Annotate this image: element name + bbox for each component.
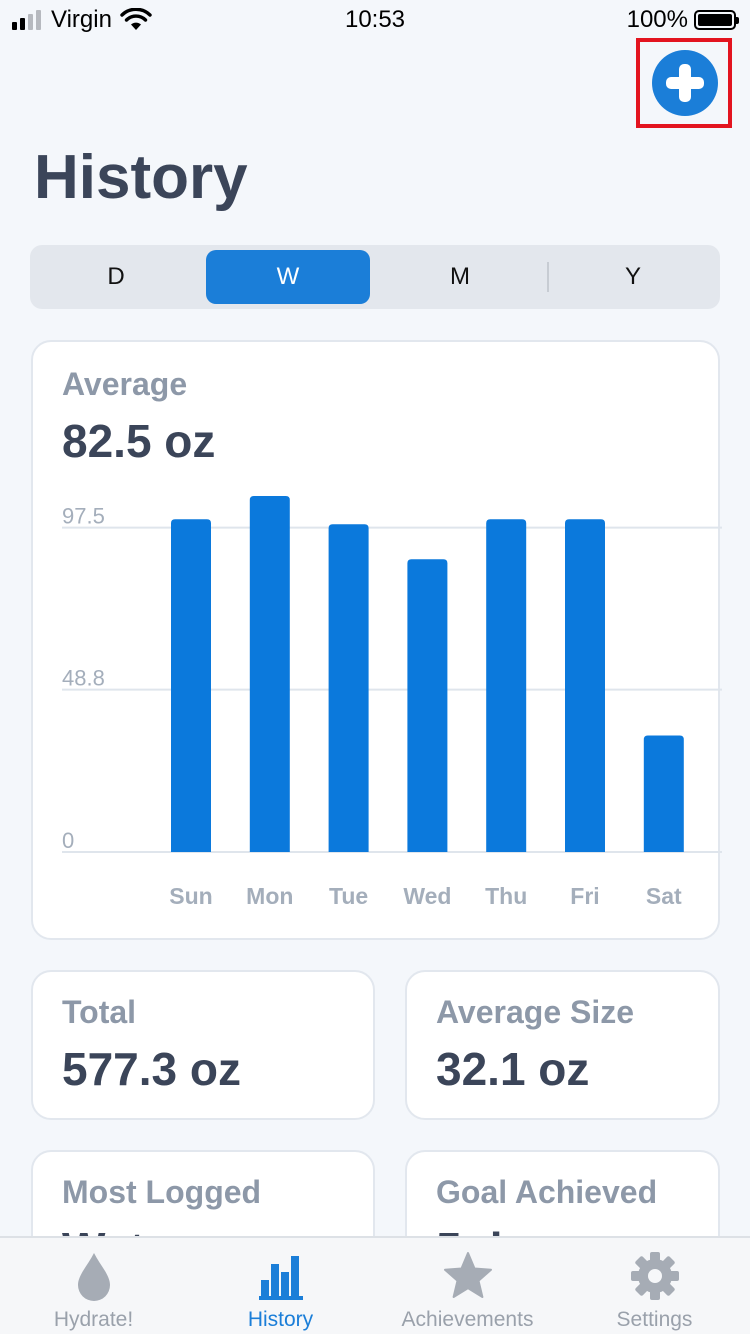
x-tick-label: Thu [485, 883, 527, 909]
average-value: 82.5 oz [62, 415, 216, 467]
goal-achieved-label: Goal Achieved [436, 1174, 658, 1210]
x-tick-label: Sun [169, 883, 212, 909]
segment-day[interactable]: D [107, 263, 125, 290]
total-card: Total 577.3 oz [31, 970, 375, 1120]
segment-divider [547, 262, 549, 292]
average-size-label: Average Size [436, 994, 635, 1030]
bar-sun [171, 519, 211, 852]
segment-week[interactable]: W [206, 250, 370, 304]
add-button-highlight [636, 38, 732, 128]
bar-fri [565, 519, 605, 852]
x-tick-label: Tue [329, 883, 368, 909]
tab-settings[interactable]: Settings [561, 1238, 748, 1334]
tab-history[interactable]: History [187, 1238, 374, 1334]
water-drop-icon [77, 1253, 110, 1301]
y-tick-label: 0 [62, 828, 74, 853]
page-title: History [34, 143, 248, 212]
total-label: Total [62, 994, 137, 1030]
add-drink-button[interactable] [652, 50, 718, 116]
signal-icon [12, 10, 41, 30]
y-tick-label: 48.8 [62, 666, 105, 691]
segment-year[interactable]: Y [624, 263, 641, 290]
bar-thu [486, 519, 527, 852]
tab-bar: Hydrate! History Achievements [0, 1236, 750, 1334]
wifi-icon [120, 8, 152, 30]
y-tick-label: 97.5 [62, 504, 105, 529]
bar-tue [328, 524, 369, 852]
average-size-card: Average Size 32.1 oz [405, 970, 720, 1120]
tab-achievements-label: Achievements [401, 1308, 534, 1331]
bar-mon [249, 496, 290, 852]
x-tick-label: Fri [570, 883, 599, 909]
total-value: 577.3 oz [62, 1043, 241, 1095]
bar-chart-icon [258, 1256, 303, 1300]
clock: 10:53 [344, 6, 406, 33]
battery-icon [694, 10, 739, 30]
battery-percent: 100% [626, 6, 688, 33]
weekly-bar-chart: 97.5 48.8 0 Sun Mon Tue Wed Thu Fri Sat [62, 496, 722, 909]
bar-wed [407, 559, 448, 852]
carrier-label: Virgin [51, 6, 112, 33]
star-icon [443, 1252, 492, 1298]
average-label: Average [62, 366, 188, 402]
gear-icon [630, 1252, 679, 1300]
tab-hydrate-label: Hydrate! [53, 1308, 134, 1331]
period-segmented-control: D W M Y [30, 245, 720, 309]
bar-sat [643, 735, 684, 852]
tab-hydrate[interactable]: Hydrate! [0, 1238, 187, 1334]
x-tick-label: Mon [246, 883, 293, 909]
x-tick-label: Wed [403, 883, 451, 909]
most-logged-label: Most Logged [62, 1174, 262, 1210]
tab-history-label: History [247, 1308, 314, 1331]
average-chart-card: Average 82.5 oz 97.5 48.8 0 Sun Mon Tue Wed Thu… [31, 340, 722, 940]
status-bar: Virgin 10:53 100% [0, 0, 750, 40]
segment-month[interactable]: M [450, 263, 470, 290]
tab-achievements[interactable]: Achievements [374, 1238, 561, 1334]
average-size-value: 32.1 oz [436, 1043, 590, 1095]
x-tick-label: Sat [646, 883, 682, 909]
tab-settings-label: Settings [616, 1308, 693, 1331]
